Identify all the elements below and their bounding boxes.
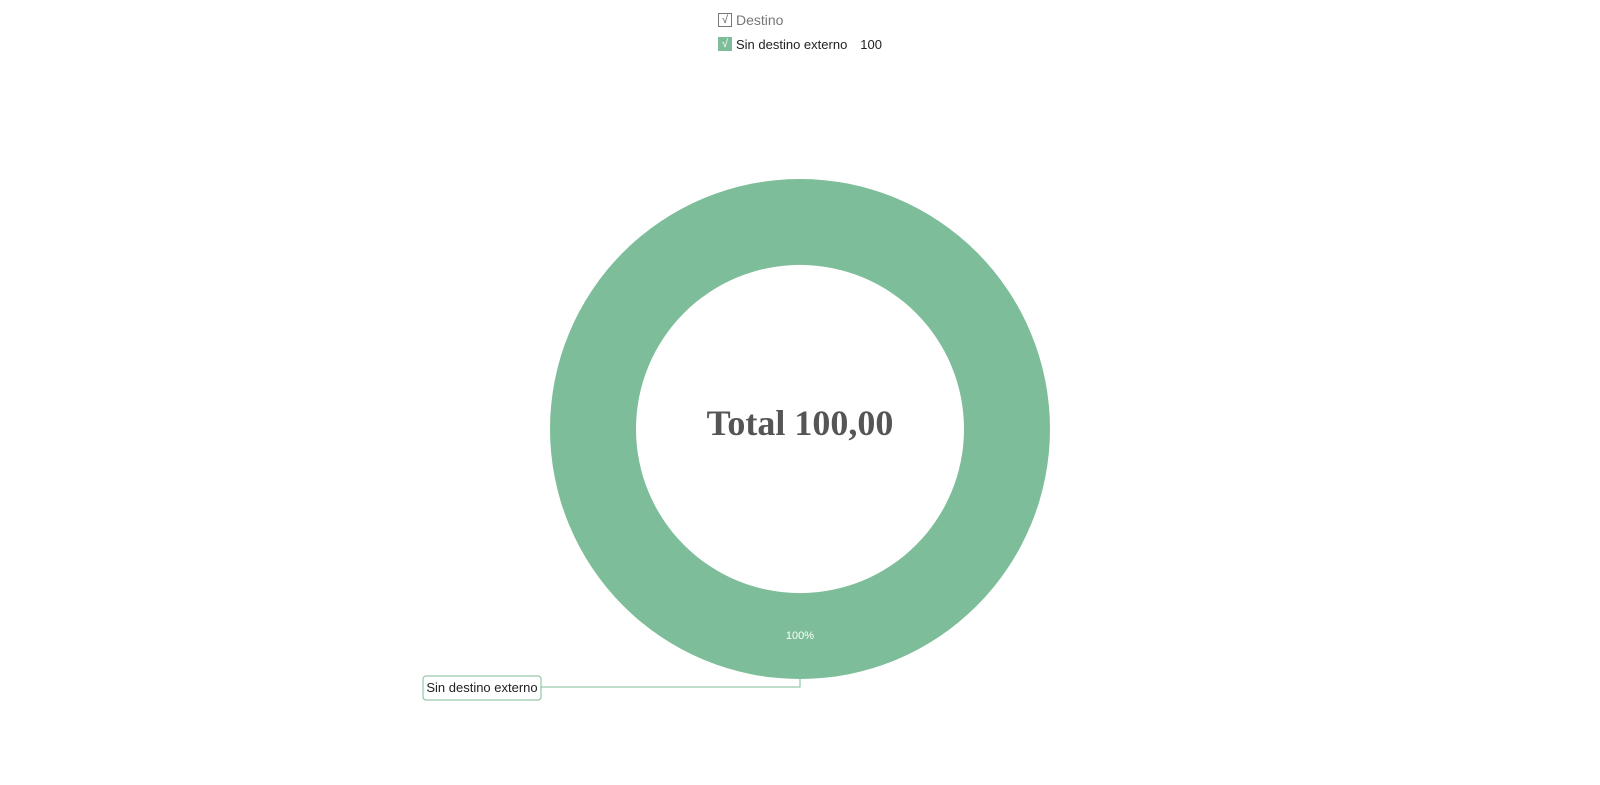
callout-leader-line [540, 679, 801, 688]
donut-slices [550, 179, 1050, 679]
callout-label: Sin destino externo [426, 680, 537, 695]
legend: √ Destino √ Sin destino externo 100 [718, 10, 882, 58]
legend-item-label: Sin destino externo [736, 36, 848, 52]
center-total-label: Total 100,00 [707, 403, 894, 443]
legend-item-value: 100 [860, 36, 882, 52]
slice-percent-label: 100% [786, 630, 814, 642]
legend-title: Destino [736, 12, 784, 28]
callout-box [422, 675, 542, 701]
donut-slice-0[interactable] [550, 179, 1050, 679]
legend-header[interactable]: √ Destino [718, 10, 882, 30]
legend-item-sin-destino-externo[interactable]: √ Sin destino externo 100 [718, 34, 882, 54]
legend-item-checkbox-icon[interactable]: √ [718, 37, 732, 51]
legend-header-checkbox-icon[interactable]: √ [718, 13, 732, 27]
